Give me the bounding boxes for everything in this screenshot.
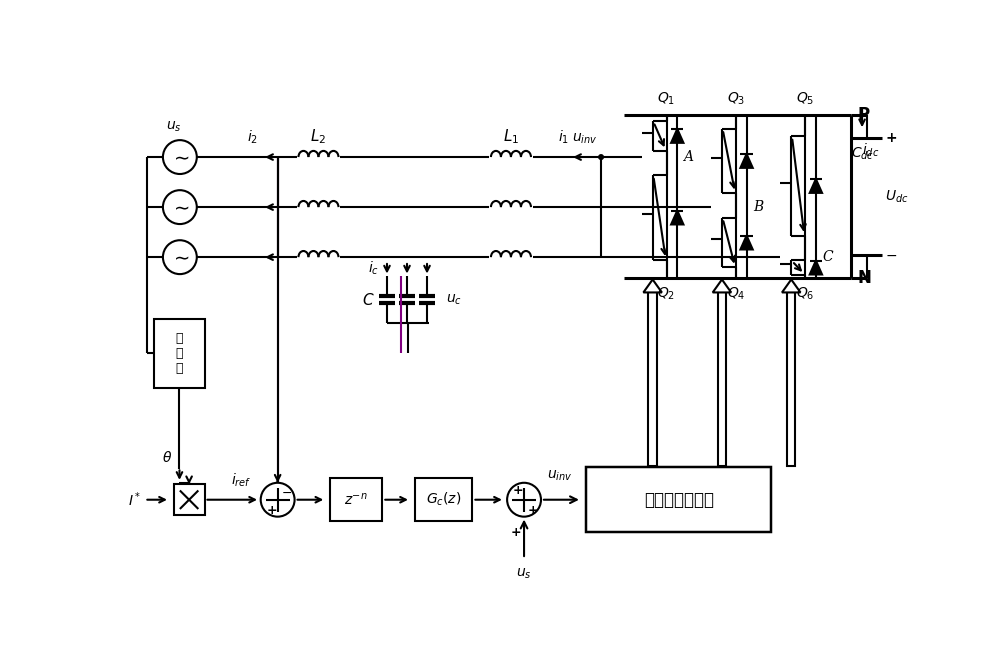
Text: $\sim$: $\sim$ xyxy=(170,148,190,167)
Text: +: + xyxy=(511,526,522,538)
Text: $\theta$: $\theta$ xyxy=(162,450,172,465)
Text: $u_{inv}$: $u_{inv}$ xyxy=(547,469,573,483)
Polygon shape xyxy=(671,211,683,224)
Text: $u_s$: $u_s$ xyxy=(166,120,182,134)
Text: $L_1$: $L_1$ xyxy=(503,128,519,146)
Text: B: B xyxy=(753,200,763,214)
Text: $Q_4$: $Q_4$ xyxy=(727,286,745,302)
Bar xyxy=(415,478,472,521)
Text: $i_c$: $i_c$ xyxy=(368,259,379,277)
Text: $I^*$: $I^*$ xyxy=(128,491,142,509)
Text: $u_s$: $u_s$ xyxy=(516,567,532,581)
Bar xyxy=(718,292,726,466)
Text: $i_{ref}$: $i_{ref}$ xyxy=(231,472,252,489)
Polygon shape xyxy=(740,154,753,168)
Polygon shape xyxy=(782,279,800,292)
Text: $U_{dc}$: $U_{dc}$ xyxy=(885,188,909,205)
Text: +: + xyxy=(528,504,539,517)
Text: +: + xyxy=(266,504,277,517)
Text: $Q_1$: $Q_1$ xyxy=(657,91,676,107)
Bar xyxy=(174,484,205,515)
Text: N: N xyxy=(857,269,871,287)
Text: P: P xyxy=(857,106,870,124)
Text: $Q_3$: $Q_3$ xyxy=(727,91,745,107)
Polygon shape xyxy=(671,129,683,143)
Text: $C_{dc}$: $C_{dc}$ xyxy=(851,146,874,162)
Text: $\sim$: $\sim$ xyxy=(170,248,190,267)
Text: $z^{-n}$: $z^{-n}$ xyxy=(344,492,368,508)
Bar xyxy=(330,478,382,521)
Text: C: C xyxy=(822,250,833,264)
Bar xyxy=(787,292,795,466)
Text: $i_2$: $i_2$ xyxy=(247,129,258,146)
Text: $u_{inv}$: $u_{inv}$ xyxy=(572,132,597,146)
Text: $L_2$: $L_2$ xyxy=(310,128,327,146)
Text: $C$: $C$ xyxy=(362,292,375,308)
Text: $Q_6$: $Q_6$ xyxy=(796,286,814,302)
Text: 锁: 锁 xyxy=(176,332,183,345)
Text: +: + xyxy=(513,484,523,497)
Text: $-$: $-$ xyxy=(885,248,897,262)
Polygon shape xyxy=(713,279,731,292)
Polygon shape xyxy=(740,236,753,249)
Text: $\sim$: $\sim$ xyxy=(170,198,190,216)
Text: 环: 环 xyxy=(176,362,183,375)
Bar xyxy=(648,292,657,466)
Text: $Q_5$: $Q_5$ xyxy=(796,91,814,107)
Polygon shape xyxy=(643,279,662,292)
Text: $u_c$: $u_c$ xyxy=(446,292,462,307)
Text: 空间矢量调制器: 空间矢量调制器 xyxy=(644,491,714,509)
Text: $G_c(z)$: $G_c(z)$ xyxy=(426,491,461,509)
Text: $Q_2$: $Q_2$ xyxy=(657,286,676,302)
Text: $i_1$: $i_1$ xyxy=(558,129,569,146)
Polygon shape xyxy=(810,260,822,275)
Text: A: A xyxy=(683,150,693,164)
Bar xyxy=(586,467,771,532)
Bar xyxy=(154,319,205,388)
Text: 相: 相 xyxy=(176,347,183,360)
Circle shape xyxy=(599,155,603,159)
Text: +: + xyxy=(885,131,897,145)
Polygon shape xyxy=(810,179,822,193)
Text: $-$: $-$ xyxy=(281,485,292,498)
Text: $i_{dc}$: $i_{dc}$ xyxy=(862,141,879,159)
